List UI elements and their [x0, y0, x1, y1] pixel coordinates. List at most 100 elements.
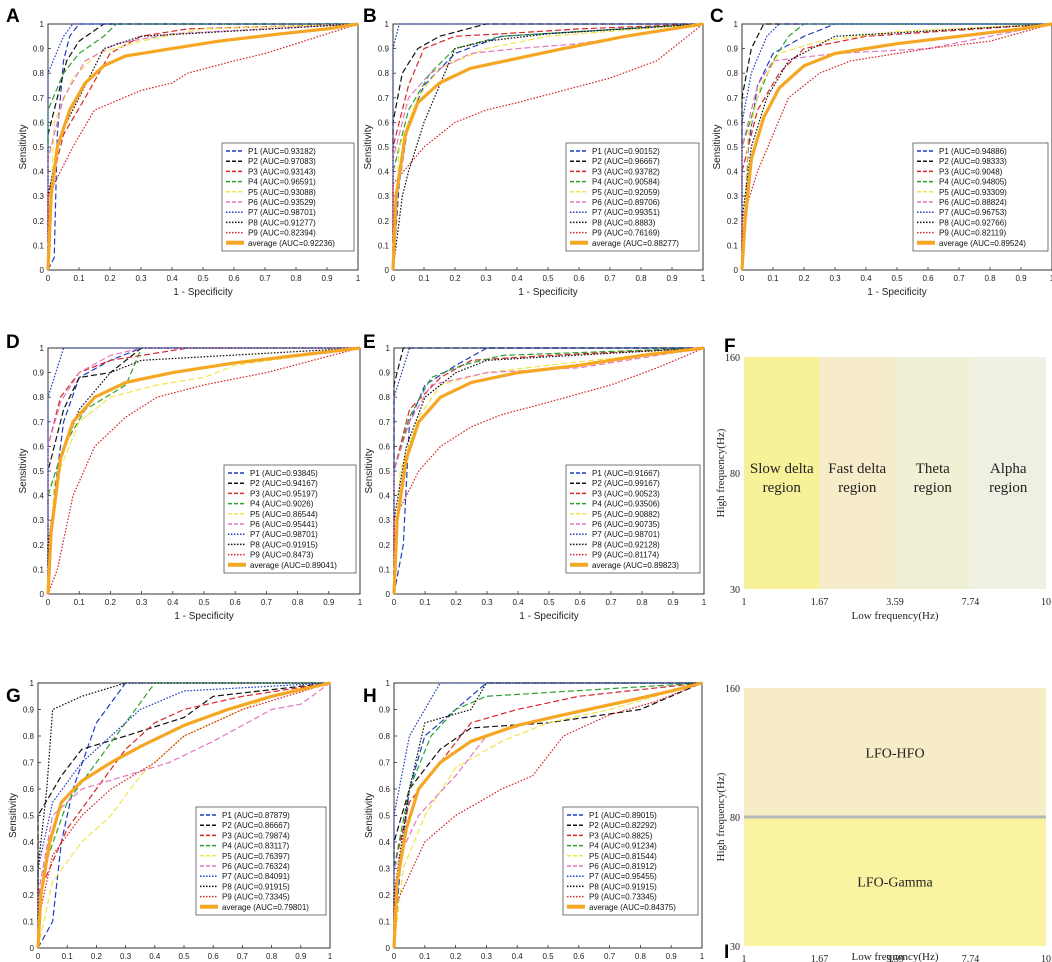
- legend-entry: P7 (AUC=0.96753): [939, 208, 1007, 217]
- y-tick-label: 0: [30, 944, 35, 953]
- y-axis-title: High frequency(Hz): [715, 772, 727, 861]
- average-roc-line: [391, 22, 704, 271]
- legend-entry: P5 (AUC=0.86544): [250, 510, 318, 519]
- legend-entry: average (AUC=0.89823): [592, 561, 679, 570]
- roc-panel-C: C 0 0.1 0.2 0.3 0.4 0.5 0.6 0.7 0.8 0.9 1 0 0.1 0.2 0.3…: [710, 6, 1052, 298]
- x-tick-label: 0.9: [323, 598, 335, 607]
- x-tick-label: 0.2: [450, 952, 462, 961]
- y-axis-title: Sensitivity: [712, 124, 723, 169]
- legend-entry: P2 (AUC=0.98333): [939, 157, 1007, 166]
- legend-entry: P1 (AUC=0.93845): [250, 469, 318, 478]
- region-1: [744, 357, 820, 589]
- y-tick-label: 0.7: [33, 418, 45, 427]
- region-label: Fast delta: [828, 461, 886, 477]
- y-tick-label: 0.8: [378, 69, 390, 78]
- y-tick-label: 0.6: [23, 785, 35, 794]
- legend-entry: average (AUC=0.89041): [250, 561, 337, 570]
- x-tick-label: 0.7: [953, 274, 965, 283]
- panel-label: I: [724, 942, 729, 962]
- roc-line-p8: [393, 682, 702, 948]
- legend-entry: P6 (AUC=0.76324): [222, 862, 290, 871]
- x-tick-label: 0: [391, 274, 396, 283]
- y-tick-label: 0.1: [379, 565, 391, 574]
- legend-entry: P7 (AUC=0.95455): [589, 872, 657, 881]
- roc-line-p3: [741, 23, 1052, 270]
- roc-line-p5: [393, 682, 703, 949]
- legend-entry: P3 (AUC=0.95197): [250, 489, 318, 498]
- x-tick-label: 0.7: [604, 274, 616, 283]
- legend-entry: average (AUC=0.89524): [939, 239, 1026, 248]
- y-tick-label: 0.5: [379, 812, 391, 821]
- x-tick-label: 0.2: [104, 274, 116, 283]
- x-tick-label: 0.2: [450, 598, 462, 607]
- region-2: [819, 357, 895, 589]
- y-tick-label: 0.3: [23, 865, 35, 874]
- y-tick-label: 0.8: [727, 69, 739, 78]
- y-tick-label: 30: [730, 942, 740, 953]
- legend-entry: P6 (AUC=0.89706): [592, 198, 660, 207]
- y-tick-label: 0.5: [33, 467, 45, 476]
- legend-entry: P3 (AUC=0.9048): [939, 167, 1003, 176]
- legend-entry: P1 (AUC=0.90152): [592, 147, 660, 156]
- x-tick-label: 1: [701, 274, 706, 283]
- x-tick-label: 0.4: [149, 952, 161, 961]
- roc-line-p9: [47, 23, 359, 270]
- x-tick-label: 1: [328, 952, 333, 961]
- y-tick-label: 1: [734, 20, 739, 29]
- y-tick-label: 0.8: [33, 69, 45, 78]
- legend-entry: average (AUC=0.79801): [222, 903, 309, 912]
- legend-entry: P9 (AUC=0.73345): [222, 893, 290, 902]
- x-axis-title: 1 - Specificity: [867, 287, 926, 298]
- y-tick-label: 0.1: [379, 918, 391, 927]
- y-tick-label: 0.7: [378, 94, 390, 103]
- y-tick-label: 1: [386, 344, 391, 353]
- roc-line-p6: [393, 682, 703, 948]
- legend-entry: P3 (AUC=0.93143): [248, 167, 316, 176]
- x-tick-label: 7.74: [962, 597, 980, 608]
- legend-entry: P9 (AUC=0.81174): [592, 551, 660, 560]
- x-tick-label: 0.6: [922, 274, 934, 283]
- y-tick-label: 0.6: [33, 442, 45, 451]
- x-axis-title: Low frequency(Hz): [851, 610, 938, 622]
- y-tick-label: 0.7: [379, 759, 391, 768]
- x-tick-label: 0.5: [198, 598, 210, 607]
- legend-entry: P9 (AUC=0.73345): [589, 893, 657, 902]
- roc-panel-D: D 0 0.1 0.2 0.3 0.4 0.5 0.6 0.7 0.8 0.9 1 0 0.1 0.2 0.3…: [6, 332, 363, 622]
- region-3: [895, 357, 971, 589]
- panel-label: F: [724, 336, 736, 357]
- y-tick-label: 0.4: [379, 838, 391, 847]
- legend-box: [565, 464, 701, 574]
- y-tick-label: 0.7: [379, 418, 391, 427]
- roc-line-p6: [37, 682, 331, 948]
- legend-entry: P8 (AUC=0.92128): [592, 540, 660, 549]
- x-tick-label: 0.7: [605, 598, 617, 607]
- y-tick-label: 0.8: [379, 393, 391, 402]
- roc-line-p9: [37, 682, 331, 948]
- y-tick-label: 0.4: [23, 838, 35, 847]
- x-tick-label: 0.3: [480, 274, 492, 283]
- y-tick-label: 0.5: [378, 143, 390, 152]
- y-tick-label: 0.8: [379, 732, 391, 741]
- x-tick-label: 0.9: [321, 274, 333, 283]
- panel-label: E: [363, 332, 376, 353]
- x-tick-label: 0.6: [573, 274, 585, 283]
- y-tick-label: 0.4: [33, 168, 45, 177]
- roc-line-p7: [37, 682, 331, 948]
- roc-panel-B: B 0 0.1 0.2 0.3 0.4 0.5 0.6 0.7 0.8 0.9 1 0 0.1 0.2 0.3…: [363, 6, 706, 298]
- roc-line-p9: [47, 347, 361, 595]
- y-axis-title: Sensitivity: [364, 793, 375, 838]
- y-tick-label: 1: [40, 20, 45, 29]
- x-tick-label: 0.8: [636, 598, 648, 607]
- band-2: [744, 817, 1046, 946]
- average-roc-line: [740, 22, 1052, 271]
- roc-line-p9: [392, 23, 704, 270]
- y-tick-label: 80: [730, 813, 740, 824]
- legend-entry: average (AUC=0.84375): [589, 903, 676, 912]
- region-label: region: [914, 480, 953, 496]
- x-tick-label: 0: [740, 274, 745, 283]
- y-tick-label: 0.9: [33, 45, 45, 54]
- band-label: LFO-Gamma: [857, 876, 933, 891]
- y-tick-label: 0.5: [727, 143, 739, 152]
- y-tick-label: 0: [386, 944, 391, 953]
- legend-entry: P5 (AUC=0.76397): [222, 852, 290, 861]
